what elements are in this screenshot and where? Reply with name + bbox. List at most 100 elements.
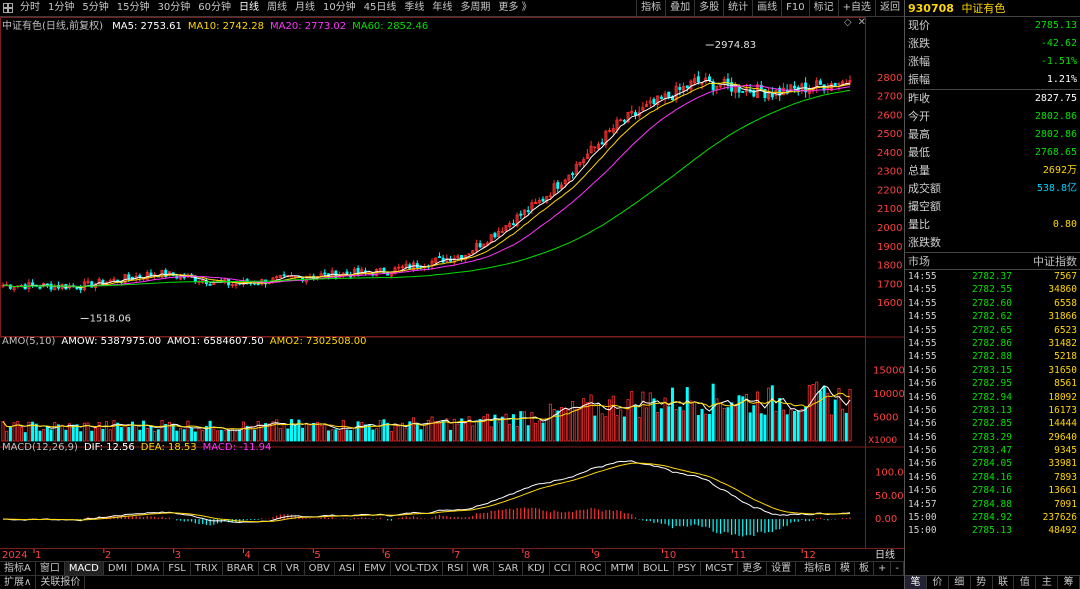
- volume-bar: [393, 424, 397, 442]
- indicator-tab-20[interactable]: MTM: [606, 562, 639, 575]
- kline-chart-area[interactable]: 1600 1700 1800 1900 2000 2100 2200 2300 2400 2500…: [0, 17, 905, 561]
- tick-row: 14:55 2782.55 34860: [905, 283, 1080, 296]
- period-tab-1[interactable]: 1分钟: [48, 2, 75, 13]
- year-label: 2024: [2, 550, 27, 561]
- tool-button-1[interactable]: 叠加: [665, 0, 694, 16]
- status-tab-0[interactable]: 扩展∧: [0, 576, 37, 589]
- candle-body: [571, 173, 575, 175]
- extreme-price-label: 1518.06: [90, 313, 131, 324]
- panel-tab-3[interactable]: 势: [971, 576, 993, 589]
- market-label: 市场: [908, 255, 930, 268]
- tool-button-3[interactable]: 统计: [723, 0, 752, 16]
- period-tab-5[interactable]: 60分钟: [198, 2, 231, 13]
- layout-grid-icon[interactable]: [0, 0, 16, 16]
- indicator-tab-10[interactable]: OBV: [305, 562, 335, 575]
- indicator-tab-9[interactable]: VR: [282, 562, 305, 575]
- tool-button-4[interactable]: 画线: [752, 0, 781, 16]
- period-tab-12[interactable]: 年线: [432, 2, 453, 13]
- volume-bar: [667, 406, 671, 442]
- indicator-tab-24[interactable]: 更多: [738, 562, 768, 575]
- period-tab-3[interactable]: 15分钟: [116, 2, 150, 13]
- volume-bar: [297, 419, 301, 442]
- tick-list[interactable]: 14:55 2782.37 7567 14:55 2782.55 34860 14:55 27…: [905, 270, 1080, 538]
- period-tab-0[interactable]: 分时: [20, 2, 40, 13]
- indicator-tab-8[interactable]: CR: [259, 562, 282, 575]
- tick-price: 2783.29: [971, 431, 1012, 443]
- tool-button-0[interactable]: 指标: [636, 0, 665, 16]
- period-tab-4[interactable]: 30分钟: [157, 2, 191, 13]
- period-tab-14[interactable]: 更多 》: [498, 2, 532, 13]
- indicator-tab-0[interactable]: 指标A: [0, 562, 36, 575]
- period-tab-2[interactable]: 5分钟: [82, 2, 109, 13]
- volume-bar: [763, 414, 767, 442]
- indicator-tab-15[interactable]: WR: [468, 562, 495, 575]
- rows1-label-1: 涨跌: [908, 37, 930, 50]
- tool-button-7[interactable]: +自选: [837, 0, 875, 16]
- indicator-tab-12[interactable]: EMV: [360, 562, 391, 575]
- period-tab-11[interactable]: 季线: [404, 2, 425, 13]
- price-tick-label: 1900: [877, 242, 902, 253]
- indicator-tab-25[interactable]: 设置: [767, 562, 797, 575]
- panel-tab-4[interactable]: 联: [993, 576, 1015, 589]
- tool-button-8[interactable]: 返回: [875, 0, 904, 16]
- indicator-tab-3[interactable]: DMI: [104, 562, 133, 575]
- status-tab-1[interactable]: 关联报价: [36, 576, 86, 589]
- tick-time: 14:56: [908, 418, 937, 430]
- tick-time: 14:55: [908, 284, 937, 296]
- indicator-tab-21[interactable]: BOLL: [639, 562, 674, 575]
- indicator-tab-11[interactable]: ASI: [335, 562, 360, 575]
- indicator-tab-7[interactable]: BRAR: [223, 562, 259, 575]
- panel-tab-6[interactable]: 主: [1036, 576, 1059, 589]
- indicator-right-4[interactable]: -: [891, 562, 904, 575]
- indicator-tab-1[interactable]: 窗口: [36, 562, 65, 575]
- indicator-tab-17[interactable]: KDJ: [523, 562, 550, 575]
- period-tab-10[interactable]: 45日线: [363, 2, 397, 13]
- indicator-tab-6[interactable]: TRIX: [191, 562, 223, 575]
- amo-ma10-line: [2, 392, 851, 430]
- tick-row: 14:56 2782.85 14444: [905, 417, 1080, 430]
- indicator-tab-5[interactable]: FSL: [164, 562, 191, 575]
- indicator-tab-16[interactable]: SAR: [494, 562, 524, 575]
- volume-bar: [830, 414, 834, 442]
- panel-tab-7[interactable]: 筹: [1058, 576, 1080, 589]
- volume-bar: [715, 398, 719, 442]
- kline-chart-svg[interactable]: 1600170018001900200021002200230024002500…: [0, 17, 905, 561]
- close-icon[interactable]: ✕: [857, 17, 866, 28]
- panel-tab-2[interactable]: 细: [949, 576, 971, 589]
- month-label: 7: [454, 550, 460, 561]
- volume-bar: [526, 425, 530, 442]
- tick-time: 14:55: [908, 337, 937, 349]
- diamond-icon[interactable]: ◇: [843, 17, 852, 28]
- period-tab-6[interactable]: 日线: [238, 2, 259, 13]
- indicator-tab-22[interactable]: PSY: [674, 562, 702, 575]
- panel-tab-0[interactable]: 笔: [905, 576, 927, 589]
- period-tab-13[interactable]: 多周期: [460, 2, 491, 13]
- period-tab-8[interactable]: 月线: [294, 2, 315, 13]
- tool-button-5[interactable]: F10: [781, 0, 808, 16]
- candle-body: [452, 258, 456, 263]
- tick-volume: 5218: [1054, 351, 1077, 363]
- chart-corner-controls: ◇ ✕: [844, 17, 866, 28]
- tool-button-2[interactable]: 多股: [694, 0, 723, 16]
- panel-tab-5[interactable]: 值: [1014, 576, 1037, 589]
- indicator-tab-23[interactable]: MCST: [701, 562, 739, 575]
- volume-bar: [208, 420, 212, 442]
- tool-button-6[interactable]: 标记: [808, 0, 838, 16]
- indicator-tab-2[interactable]: MACD: [64, 562, 104, 575]
- indicator-tab-13[interactable]: VOL-TDX: [391, 562, 444, 575]
- volume-bar: [682, 410, 686, 442]
- candle-body: [793, 85, 797, 89]
- indicator-tab-18[interactable]: CCI: [550, 562, 576, 575]
- indicator-tab-19[interactable]: ROC: [576, 562, 607, 575]
- indicator-right-2[interactable]: 板: [855, 562, 874, 575]
- indicator-right-3[interactable]: +: [874, 562, 892, 575]
- panel-tab-1[interactable]: 价: [927, 576, 949, 589]
- period-tab-9[interactable]: 10分钟: [322, 2, 356, 13]
- period-tab-7[interactable]: 周线: [266, 2, 287, 13]
- candle-body: [611, 128, 615, 133]
- indicator-right-1[interactable]: 模: [836, 562, 855, 575]
- amo-legend-3: AMO2: 7302508.00: [269, 336, 367, 347]
- indicator-tab-14[interactable]: RSI: [443, 562, 469, 575]
- indicator-right-0[interactable]: 指标B: [800, 562, 836, 575]
- indicator-tab-4[interactable]: DMA: [132, 562, 165, 575]
